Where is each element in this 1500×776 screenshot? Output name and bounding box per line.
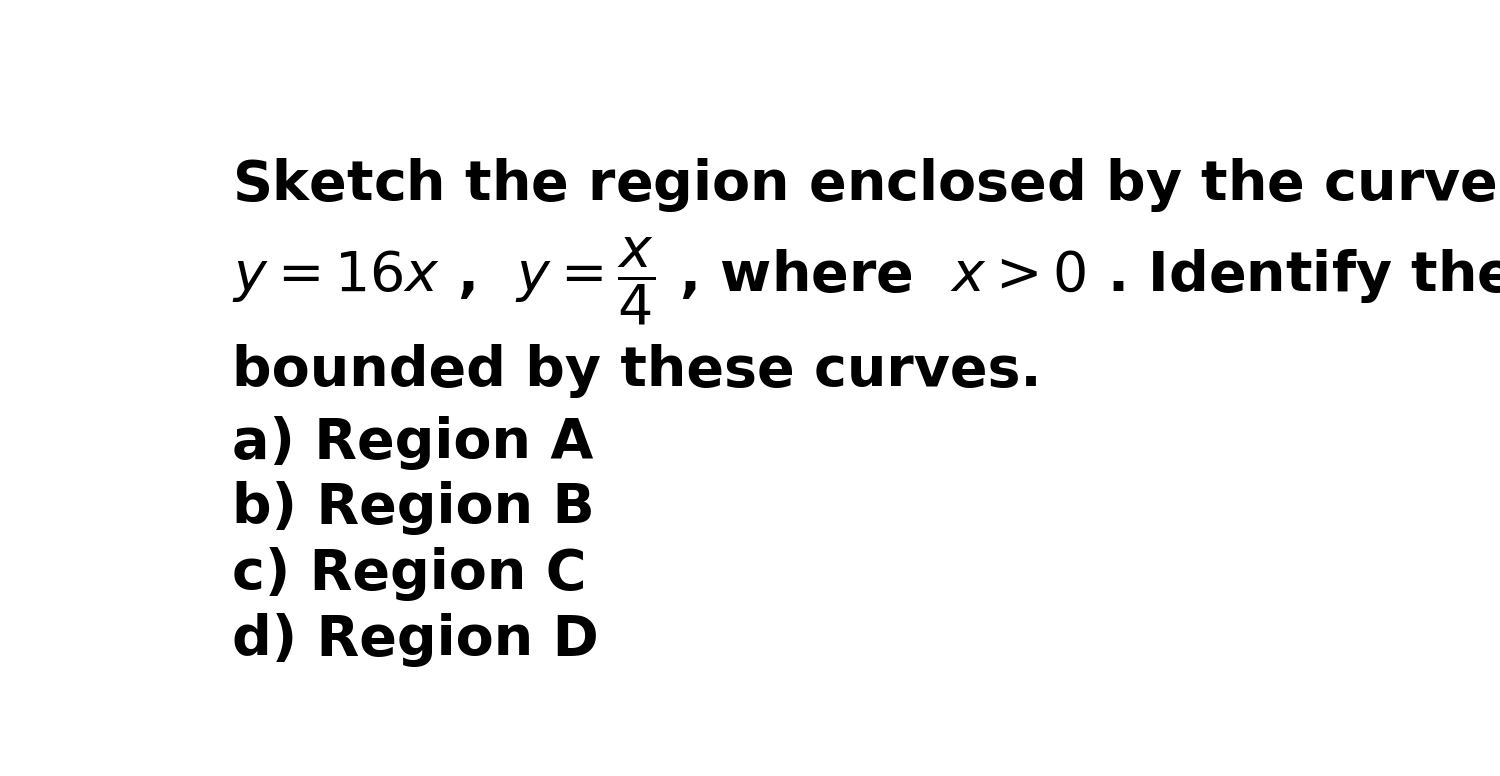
Text: b) Region B: b) Region B [231, 481, 594, 535]
Text: Sketch the region enclosed by the curves  $y = \dfrac{4}{x}$ ,: Sketch the region enclosed by the curves… [231, 133, 1500, 226]
Text: bounded by these curves.: bounded by these curves. [231, 344, 1041, 398]
Text: a) Region A: a) Region A [231, 416, 592, 469]
Text: c) Region C: c) Region C [231, 547, 586, 601]
Text: $y = 16x$ ,  $y = \dfrac{x}{4}$ , where  $x > 0$ . Identify the area: $y = 16x$ , $y = \dfrac{x}{4}$ , where $… [231, 236, 1500, 327]
Text: d) Region D: d) Region D [231, 613, 598, 667]
